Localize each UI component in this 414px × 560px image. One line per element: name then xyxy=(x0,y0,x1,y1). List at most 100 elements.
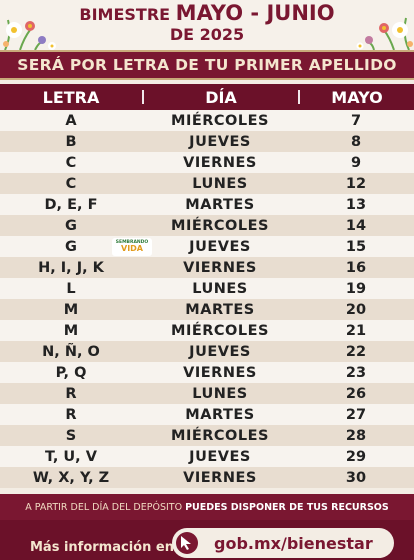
footer-emphasis: PUEDES DISPONER DE TUS RECURSOS xyxy=(185,501,389,513)
table-row: R LUNES 26 xyxy=(0,383,414,404)
cell-dia: MIÉRCOLES xyxy=(171,322,269,339)
table-row: M MIÉRCOLES 21 xyxy=(0,320,414,341)
cell-dia: VIERNES xyxy=(183,154,257,171)
schedule-table: A MIÉRCOLES 7 B JUEVES 8 C VIERNES 9 C LUNES 12 D, E… xyxy=(0,110,414,488)
column-dia: DÍA xyxy=(205,87,237,107)
cell-letra: A xyxy=(65,112,77,129)
cell-dia: LUNES xyxy=(192,280,248,297)
subtitle-band: SERÁ POR LETRA DE TU PRIMER APELLIDO xyxy=(0,50,414,80)
website-link[interactable]: gob.mx/bienestar xyxy=(172,528,394,558)
flowers-decoration-right xyxy=(344,0,414,51)
cell-mayo: 26 xyxy=(345,385,367,402)
header-divider xyxy=(298,90,300,104)
cell-letra: M xyxy=(63,322,79,339)
cell-dia: MIÉRCOLES xyxy=(171,217,269,234)
cell-mayo: 8 xyxy=(350,133,362,150)
cell-mayo: 20 xyxy=(345,301,367,318)
cell-letra: G xyxy=(65,238,77,255)
logo-line1: SEMBRANDO xyxy=(115,239,149,245)
footer-band: A PARTIR DEL DÍA DEL DEPÓSITO PUEDES DIS… xyxy=(0,494,414,520)
flowers-right-icon xyxy=(356,17,413,51)
table-row: P, Q VIERNES 23 xyxy=(0,362,414,383)
cell-mayo: 21 xyxy=(345,322,367,339)
sembrando-vida-logo: SEMBRANDO VIDA xyxy=(112,238,152,256)
table-row: W, X, Y, Z VIERNES 30 xyxy=(0,467,414,488)
info-label: Más información en: xyxy=(30,540,180,555)
cell-mayo: 7 xyxy=(350,112,362,129)
cell-mayo: 14 xyxy=(345,217,367,234)
table-row: T, U, V JUEVES 29 xyxy=(0,446,414,467)
cell-letra: N, Ñ, O xyxy=(42,343,100,360)
title-year: DE 2025 xyxy=(169,25,245,45)
header: BIMESTRE MAYO - JUNIO DE 2025 xyxy=(0,0,414,51)
table-row: H, I, J, K VIERNES 16 xyxy=(0,257,414,278)
cell-mayo: 29 xyxy=(345,448,367,465)
cell-mayo: 13 xyxy=(345,196,367,213)
flowers-left-icon xyxy=(3,19,56,51)
cell-letra: H, I, J, K xyxy=(38,259,104,276)
cell-dia: JUEVES xyxy=(189,133,251,150)
cell-dia: JUEVES xyxy=(189,238,251,255)
cell-letra: W, X, Y, Z xyxy=(32,469,110,486)
cell-letra: D, E, F xyxy=(44,196,98,213)
table-row: B JUEVES 8 xyxy=(0,131,414,152)
logo-line2: VIDA xyxy=(121,244,143,254)
cell-letra: S xyxy=(65,427,77,444)
cell-letra: M xyxy=(63,301,79,318)
table-row: C VIERNES 9 xyxy=(0,152,414,173)
table-header: LETRA DÍA MAYO xyxy=(0,84,414,110)
column-letra: LETRA xyxy=(42,87,100,107)
header-divider xyxy=(142,90,144,104)
cell-dia: MARTES xyxy=(185,196,255,213)
table-row: N, Ñ, O JUEVES 22 xyxy=(0,341,414,362)
cursor-icon xyxy=(176,532,198,554)
cell-dia: JUEVES xyxy=(189,448,251,465)
cell-dia: VIERNES xyxy=(183,469,257,486)
cell-letra: C xyxy=(65,154,77,171)
cell-dia: VIERNES xyxy=(183,259,257,276)
table-row: D, E, F MARTES 13 xyxy=(0,194,414,215)
cell-mayo: 27 xyxy=(345,406,367,423)
cell-mayo: 12 xyxy=(345,175,367,192)
cell-mayo: 16 xyxy=(345,259,367,276)
table-row: C LUNES 12 xyxy=(0,173,414,194)
cell-dia: LUNES xyxy=(192,175,248,192)
cell-dia: VIERNES xyxy=(183,364,257,381)
table-row: M MARTES 20 xyxy=(0,299,414,320)
cell-dia: MARTES xyxy=(185,406,255,423)
info-bar: Más información en: gob.mx/bienestar xyxy=(0,520,414,560)
table-row: L LUNES 19 xyxy=(0,278,414,299)
table-row: S MIÉRCOLES 28 xyxy=(0,425,414,446)
cell-letra: P, Q xyxy=(55,364,87,381)
subtitle-text: SERÁ POR LETRA DE TU PRIMER APELLIDO xyxy=(17,56,397,74)
cell-letra: R xyxy=(65,385,77,402)
cell-mayo: 22 xyxy=(345,343,367,360)
website-url[interactable]: gob.mx/bienestar xyxy=(214,533,373,553)
cell-mayo: 9 xyxy=(350,154,362,171)
title-prefix: BIMESTRE xyxy=(79,5,171,24)
cell-mayo: 30 xyxy=(345,469,367,486)
table-row: G JUEVES 15 xyxy=(0,236,414,257)
cell-letra: C xyxy=(65,175,77,192)
footer-prefix: A PARTIR DEL DÍA DEL DEPÓSITO xyxy=(25,501,183,513)
page-title: BIMESTRE MAYO - JUNIO DE 2025 xyxy=(0,1,414,45)
column-mayo: MAYO xyxy=(331,87,383,107)
cell-mayo: 28 xyxy=(345,427,367,444)
cell-dia: MIÉRCOLES xyxy=(171,112,269,129)
table-row: G MIÉRCOLES 14 xyxy=(0,215,414,236)
title-highlight: MAYO - JUNIO xyxy=(175,1,335,25)
cell-mayo: 15 xyxy=(345,238,367,255)
cell-mayo: 19 xyxy=(345,280,367,297)
cell-letra: R xyxy=(65,406,77,423)
flowers-decoration-left xyxy=(0,0,70,51)
cell-dia: MARTES xyxy=(185,301,255,318)
table-row: A MIÉRCOLES 7 xyxy=(0,110,414,131)
cell-letra: G xyxy=(65,217,77,234)
cell-mayo: 23 xyxy=(345,364,367,381)
cell-letra: B xyxy=(65,133,77,150)
cell-dia: JUEVES xyxy=(189,343,251,360)
cell-letra: T, U, V xyxy=(45,448,97,465)
cell-dia: LUNES xyxy=(192,385,248,402)
cell-dia: MIÉRCOLES xyxy=(171,427,269,444)
table-row: R MARTES 27 xyxy=(0,404,414,425)
